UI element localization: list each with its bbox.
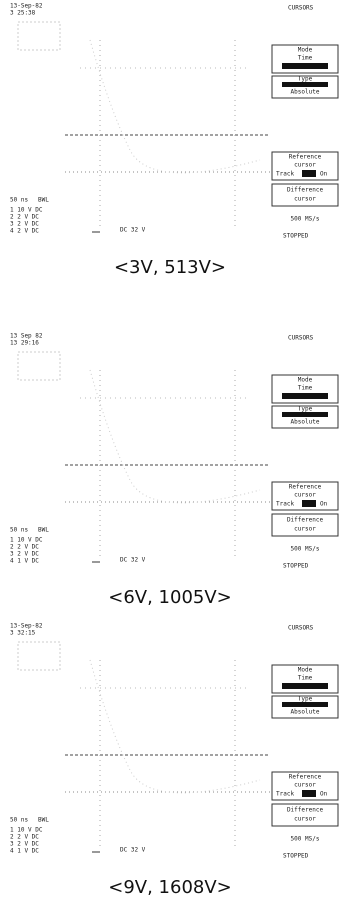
bwl: BWL [38,527,49,534]
track: Track [276,171,294,178]
channel: 3 2 V DC [10,221,39,228]
trace [90,370,260,503]
marker [18,352,60,380]
timebase: 50 ns [10,527,28,534]
caption: <3V, 513V> [114,257,226,278]
type-value: Absolute [291,709,320,716]
trace [90,40,260,173]
date: 13 Sep 82 [10,333,43,340]
bwl: BWL [38,197,49,204]
mode-fill [282,393,328,399]
reference-sub: cursor [294,162,316,169]
track: Track [276,791,294,798]
toggle [302,790,316,797]
type-fill [282,412,328,417]
reference-label: Reference [289,484,322,491]
on: On [320,171,328,178]
menu-header: CURSORS [288,335,314,342]
marker [18,642,60,670]
time: 13 29:16 [10,340,39,347]
status: STOPPED [283,233,309,240]
type-label: Type [298,76,313,83]
date: 13-Sep-82 [10,3,43,10]
difference-sub: cursor [294,526,316,533]
trigger: DC 32 V [120,227,146,234]
menu-header: CURSORS [288,625,314,632]
type-value: Absolute [291,419,320,426]
mode-value: Time [298,55,313,62]
trace [90,660,260,793]
type-label: Type [298,406,313,413]
mode-label: Mode [298,667,313,674]
date: 13-Sep-82 [10,623,43,630]
mode-label: Mode [298,377,313,384]
marker [18,22,60,50]
channel: 3 2 V DC [10,551,39,558]
channel: 4 1 V DC [10,848,39,855]
mode-value: Time [298,385,313,392]
timebase: 50 ns [10,197,28,204]
difference-label: Difference [287,807,324,814]
trigger: DC 32 V [120,847,146,854]
channel: 3 2 V DC [10,841,39,848]
type-fill [282,82,328,87]
on: On [320,791,328,798]
mode-fill [282,683,328,689]
toggle [302,170,316,177]
mode-label: Mode [298,47,313,54]
toggle [302,500,316,507]
time: 3 25:38 [10,10,36,17]
type-value: Absolute [291,89,320,96]
type-fill [282,702,328,707]
channel: 4 2 V DC [10,228,39,235]
caption: <6V, 1005V> [108,587,232,608]
channel: 1 10 V DC [10,827,43,834]
reference-label: Reference [289,774,322,781]
difference-sub: cursor [294,816,316,823]
sample-rate: 500 MS/s [291,836,320,843]
bwl: BWL [38,817,49,824]
type-label: Type [298,696,313,703]
reference-sub: cursor [294,782,316,789]
on: On [320,501,328,508]
menu-header: CURSORS [288,5,314,12]
difference-label: Difference [287,517,324,524]
reference-label: Reference [289,154,322,161]
channel: 1 10 V DC [10,207,43,214]
channel: 1 10 V DC [10,537,43,544]
mode-value: Time [298,675,313,682]
status: STOPPED [283,853,309,860]
sample-rate: 500 MS/s [291,546,320,553]
timebase: 50 ns [10,817,28,824]
caption: <9V, 1608V> [108,877,232,898]
trigger: DC 32 V [120,557,146,564]
channel: 2 2 V DC [10,214,39,221]
page: 13-Sep-823 25:38CURSORSModeTimeTypeAbsol… [0,0,342,901]
channel: 4 1 V DC [10,558,39,565]
sample-rate: 500 MS/s [291,216,320,223]
channel: 2 2 V DC [10,544,39,551]
difference-label: Difference [287,187,324,194]
status: STOPPED [283,563,309,570]
reference-sub: cursor [294,492,316,499]
track: Track [276,501,294,508]
time: 3 32:15 [10,630,36,637]
channel: 2 2 V DC [10,834,39,841]
mode-fill [282,63,328,69]
difference-sub: cursor [294,196,316,203]
